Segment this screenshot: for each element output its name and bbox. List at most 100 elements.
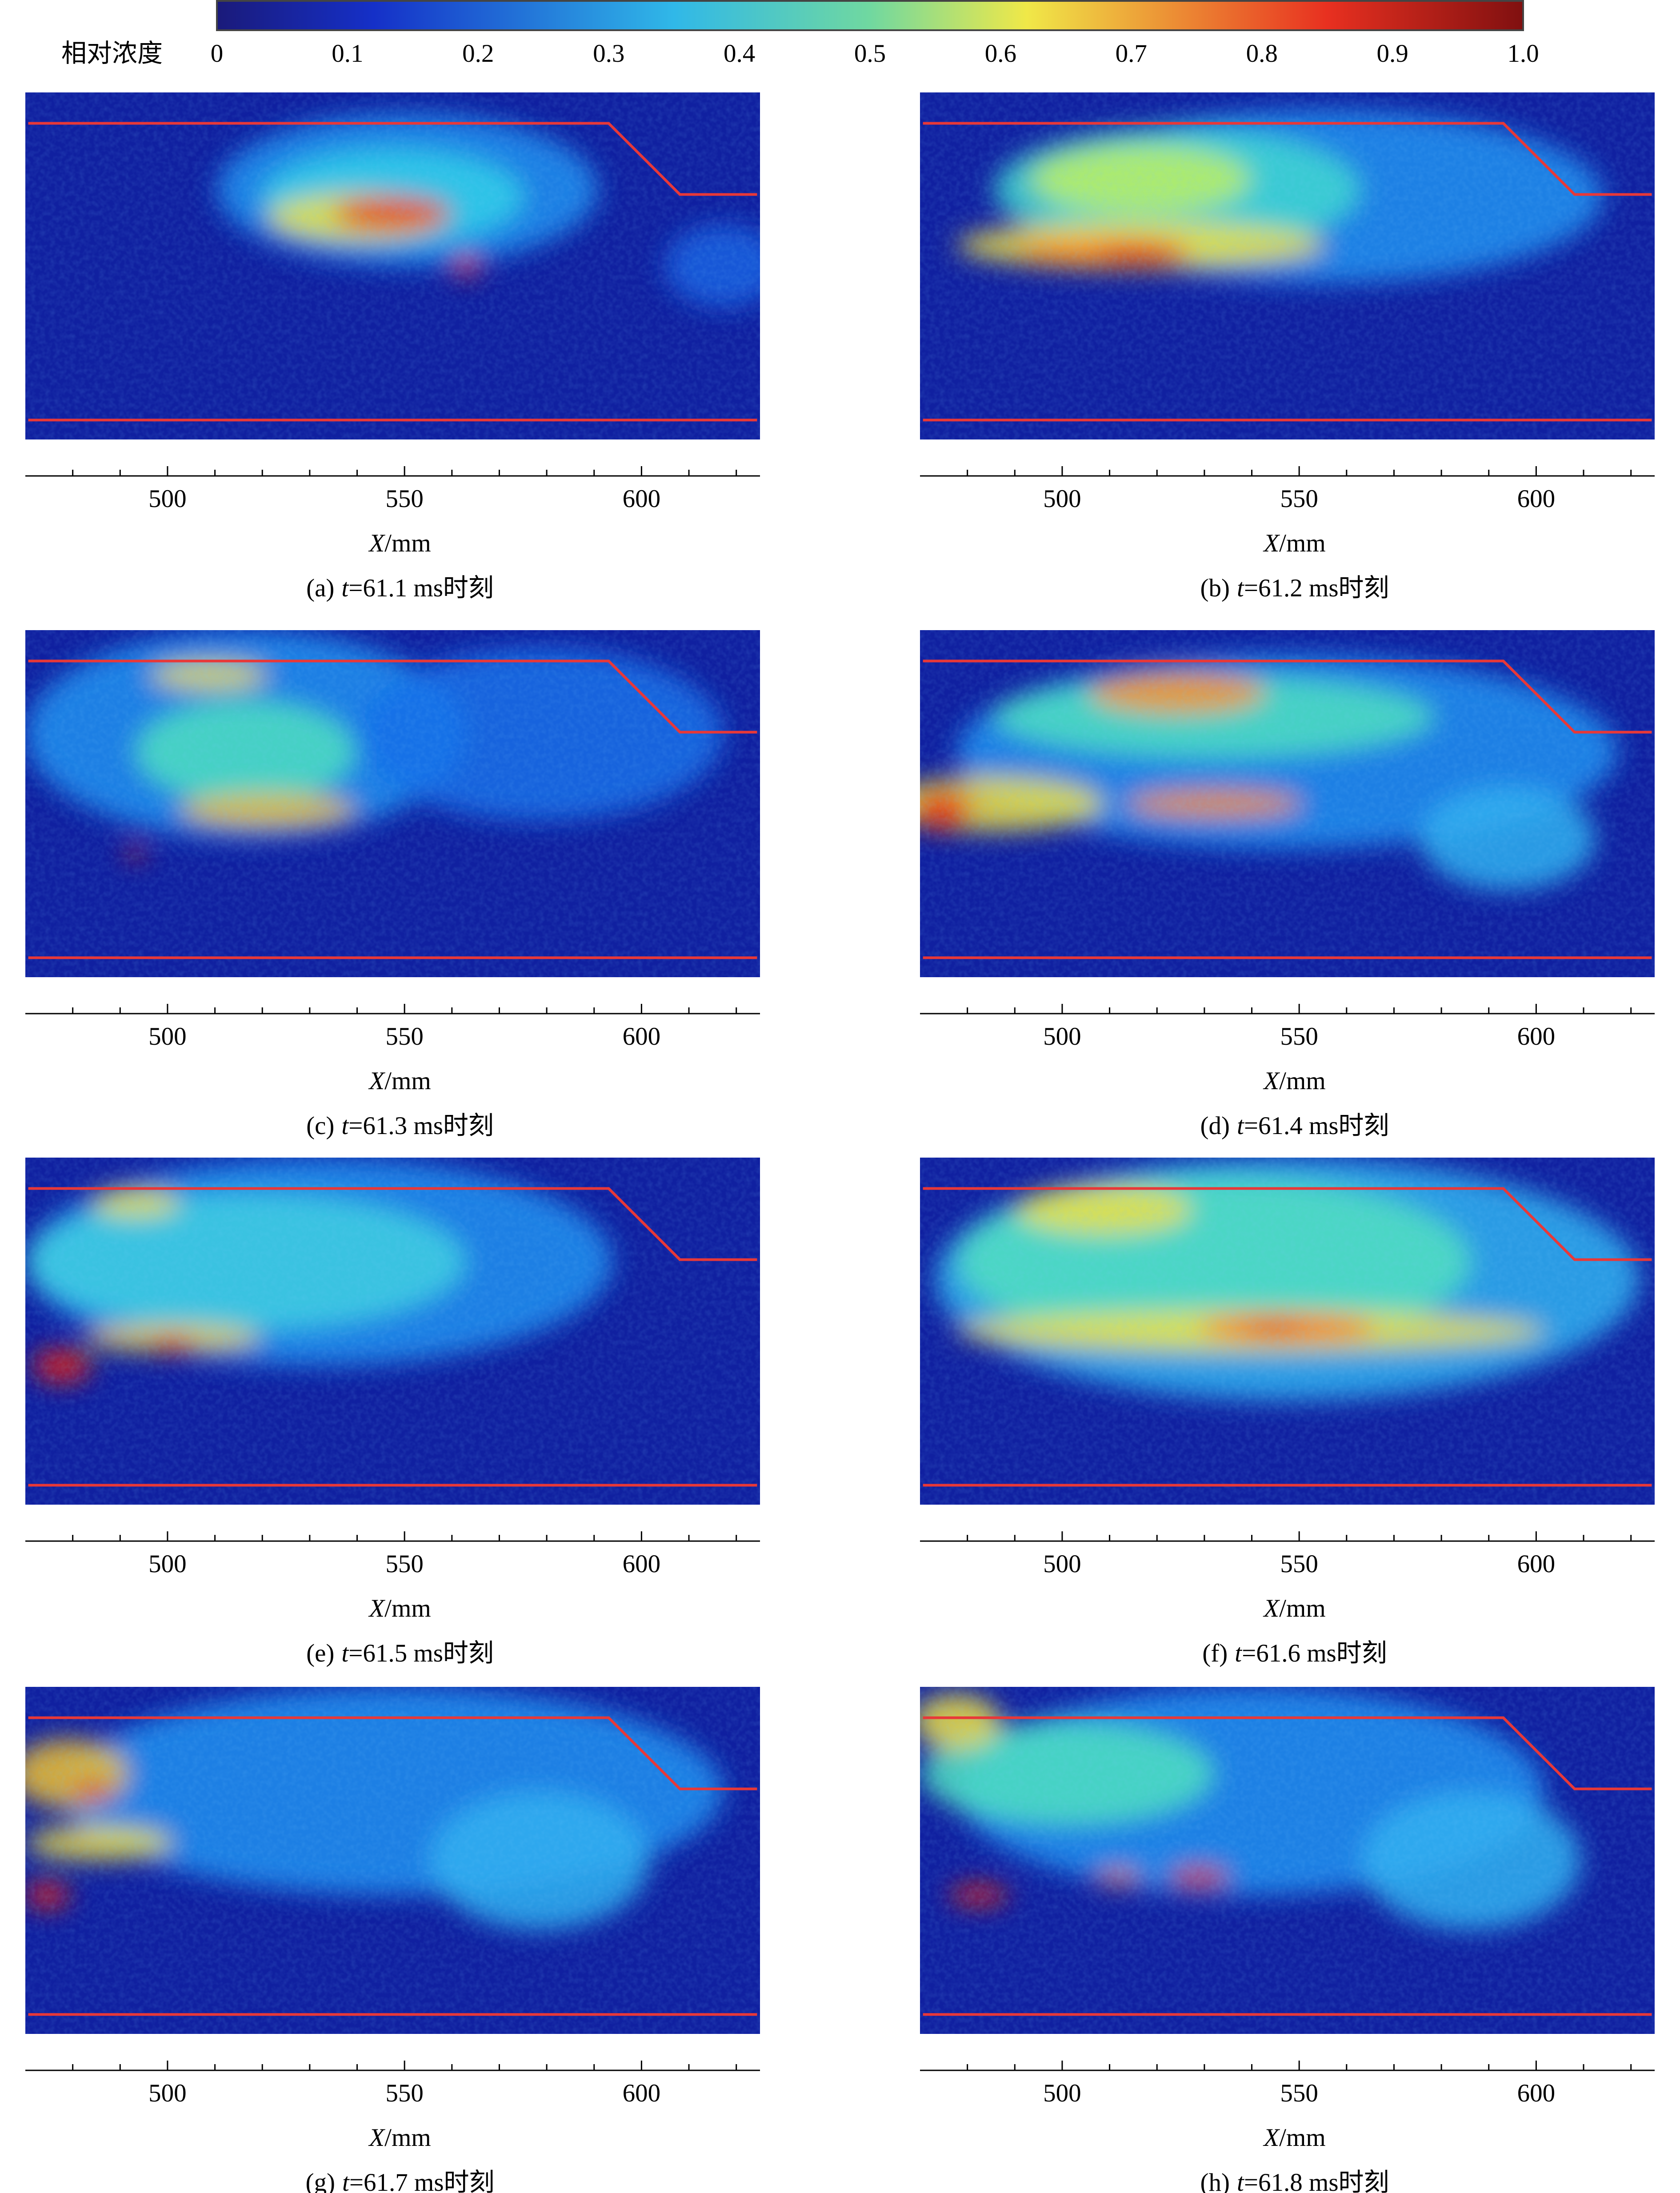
colorbar-tick-label: 0.7: [1116, 40, 1147, 68]
colorbar: [216, 0, 1524, 31]
x-tick-label: 600: [623, 1023, 661, 1051]
upper-wall: [923, 1716, 1652, 1790]
caption: (a) t=61.1 ms时刻: [306, 574, 494, 602]
panel: 500 550 600 X/mm (h) t=61.8 ms时刻: [920, 1687, 1655, 2193]
caption: (b) t=61.2 ms时刻: [1200, 574, 1389, 602]
x-tick-label: 500: [148, 2079, 187, 2107]
x-tick-label: 550: [385, 1550, 424, 1578]
caption-var: t: [1237, 574, 1244, 602]
concentration-field: [25, 1687, 760, 2034]
caption-tag: (f): [1202, 1639, 1228, 1667]
x-tick-label: 550: [385, 1023, 424, 1051]
caption-text: =61.1 ms时刻: [348, 574, 494, 602]
caption-tag: (h): [1200, 2169, 1230, 2193]
x-axis-var: X: [368, 1067, 385, 1095]
colorbar-tick-label: 0.6: [985, 40, 1016, 68]
x-axis-var: X: [1263, 1067, 1280, 1095]
colorbar-tick-label: 0.5: [854, 40, 886, 68]
caption-var: t: [1237, 2169, 1244, 2193]
caption: (e) t=61.5 ms时刻: [306, 1639, 494, 1667]
caption-var: t: [342, 2169, 350, 2193]
x-axis-label: X/mm: [1263, 529, 1325, 557]
speckle: [920, 1687, 1655, 2034]
caption-text: =61.3 ms时刻: [348, 1112, 494, 1140]
x-axis-label: X/mm: [368, 1067, 431, 1095]
x-tick-label: 600: [623, 1550, 661, 1578]
x-axis-label: X/mm: [1263, 1594, 1325, 1622]
x-axis-unit: /mm: [1279, 1067, 1326, 1095]
caption-text: =61.5 ms时刻: [348, 1639, 494, 1667]
caption-var: t: [341, 1112, 349, 1140]
x-axis-unit: /mm: [1279, 529, 1326, 557]
x-tick-label: 500: [148, 1550, 187, 1578]
x-tick-label: 600: [1517, 2079, 1556, 2107]
panel: 500 550 600 X/mm (g) t=61.7 ms时刻: [25, 1687, 760, 2193]
x-tick-label: 600: [623, 485, 661, 513]
x-tick-label: 600: [1517, 1023, 1556, 1051]
caption-tag: (c): [306, 1112, 334, 1140]
colorbar-tick-label: 0.2: [462, 40, 494, 68]
caption-tag: (g): [306, 2169, 335, 2193]
caption-text: =61.2 ms时刻: [1244, 574, 1389, 602]
caption-text: =61.7 ms时刻: [349, 2169, 495, 2193]
panel: 500 550 600 X/mm (f) t=61.6 ms时刻: [920, 1158, 1655, 1667]
caption-tag: (d): [1200, 1112, 1230, 1140]
x-axis-var: X: [368, 2124, 385, 2152]
x-axis-label: X/mm: [368, 1594, 431, 1622]
x-axis-label: X/mm: [1263, 2124, 1325, 2152]
concentration-field: [920, 1158, 1655, 1505]
x-tick-label: 500: [1043, 485, 1081, 513]
colorbar-tick-label: 0.1: [332, 40, 363, 68]
concentration-field: [920, 630, 1655, 977]
upper-wall: [28, 1187, 757, 1261]
x-tick-label: 600: [1517, 1550, 1556, 1578]
caption-tag: (e): [306, 1639, 334, 1667]
x-tick-label: 600: [623, 2079, 661, 2107]
speckle: [920, 630, 1655, 977]
concentration-field: [25, 1158, 760, 1505]
x-axis-unit: /mm: [1279, 1594, 1326, 1622]
x-tick-label: 550: [385, 2079, 424, 2107]
caption-var: t: [1237, 1112, 1244, 1140]
x-tick-label: 600: [1517, 485, 1556, 513]
x-axis-var: X: [1263, 1594, 1280, 1622]
x-axis-unit: /mm: [384, 1067, 431, 1095]
x-axis-unit: /mm: [384, 2124, 431, 2152]
x-tick-label: 500: [148, 1023, 187, 1051]
upper-wall: [923, 659, 1652, 734]
x-axis-var: X: [1263, 529, 1280, 557]
speckle: [25, 630, 760, 977]
caption-var: t: [1235, 1639, 1242, 1667]
caption: (h) t=61.8 ms时刻: [1200, 2169, 1389, 2193]
x-tick-label: 550: [1280, 1023, 1318, 1051]
concentration-field: [920, 92, 1655, 439]
x-tick-label: 550: [1280, 485, 1318, 513]
upper-wall: [28, 122, 757, 196]
speckle: [25, 92, 760, 439]
panel: 500 550 600 X/mm (b) t=61.2 ms时刻: [920, 92, 1655, 602]
panel: 500 550 600 X/mm (a) t=61.1 ms时刻: [25, 92, 760, 602]
caption: (g) t=61.7 ms时刻: [306, 2169, 495, 2193]
x-tick-label: 500: [1043, 2079, 1081, 2107]
x-axis-label: X/mm: [368, 529, 431, 557]
upper-wall: [28, 1716, 757, 1790]
concentration-field: [25, 92, 760, 439]
colorbar-tick-label: 1.0: [1507, 40, 1539, 68]
x-axis-unit: /mm: [384, 529, 431, 557]
x-tick-label: 550: [1280, 2079, 1318, 2107]
x-axis-unit: /mm: [384, 1594, 431, 1622]
x-axis-var: X: [1263, 2124, 1280, 2152]
caption-tag: (b): [1200, 574, 1230, 602]
x-axis-var: X: [368, 1594, 385, 1622]
x-axis-var: X: [368, 529, 385, 557]
caption: (c) t=61.3 ms时刻: [306, 1112, 494, 1140]
caption-var: t: [341, 574, 349, 602]
caption-text: =61.4 ms时刻: [1244, 1112, 1389, 1140]
speckle: [25, 1158, 760, 1505]
upper-wall: [923, 122, 1652, 196]
colorbar-tick-label: 0.8: [1246, 40, 1278, 68]
x-tick-label: 550: [385, 485, 424, 513]
x-axis-unit: /mm: [1279, 2124, 1326, 2152]
panel: 500 550 600 X/mm (e) t=61.5 ms时刻: [25, 1158, 760, 1667]
